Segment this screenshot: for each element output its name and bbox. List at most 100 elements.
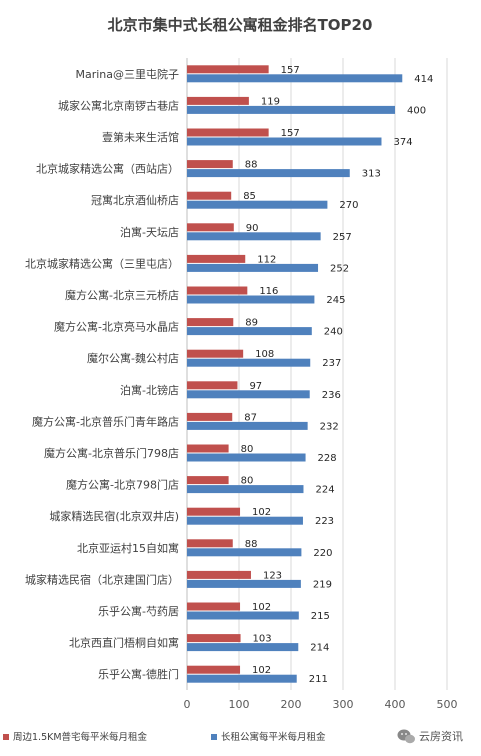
data-label-series-1: 232 [320, 421, 339, 432]
bar-series-1 [187, 105, 395, 114]
bar-series-0 [187, 65, 269, 74]
data-label-series-0: 102 [252, 665, 271, 676]
bar-series-0 [187, 160, 233, 169]
data-label-series-1: 257 [333, 232, 352, 243]
bar-series-1 [187, 74, 403, 83]
bar-series-1 [187, 453, 306, 462]
data-label-series-0: 157 [281, 128, 300, 139]
data-label-series-1: 414 [414, 74, 433, 85]
bar-series-1 [187, 327, 312, 336]
data-label-series-0: 80 [241, 444, 254, 455]
bar-series-1 [187, 421, 308, 430]
legend-label-1: 长租公寓每平米每月租金 [221, 731, 326, 743]
bar-series-1 [187, 579, 301, 588]
category-label: Marina@三里屯院子 [75, 67, 179, 81]
watermark: 云房资讯 [392, 724, 481, 748]
category-label: 魔方公寓-北京普乐门青年路店 [32, 414, 179, 428]
data-label-series-1: 245 [326, 295, 345, 306]
bar-series-0 [187, 286, 248, 295]
bar-series-1 [187, 674, 297, 683]
data-label-series-0: 119 [261, 96, 280, 107]
legend-swatch-1 [211, 734, 217, 740]
bar-series-0 [187, 349, 244, 358]
data-label-series-0: 89 [245, 318, 258, 329]
category-label: 城家精选民宿(北京双井店) [49, 509, 179, 523]
data-label-series-0: 102 [252, 602, 271, 613]
data-label-series-0: 123 [263, 570, 282, 581]
category-label: 城家公寓北京南锣古巷店 [58, 98, 179, 112]
legend-swatch-0 [3, 734, 9, 740]
data-label-series-0: 88 [245, 539, 258, 550]
data-label-series-1: 237 [322, 358, 341, 369]
bar-series-0 [187, 128, 269, 137]
bar-series-0 [187, 634, 241, 643]
bar-series-0 [187, 254, 246, 263]
data-label-series-0: 90 [246, 223, 259, 234]
category-label: 冠寓北京酒仙桥店 [91, 193, 179, 207]
bar-series-0 [187, 381, 238, 390]
category-label: 壹第未来生活馆 [102, 130, 179, 144]
data-label-series-0: 97 [249, 381, 262, 392]
data-label-series-1: 219 [313, 579, 332, 590]
data-label-series-1: 228 [318, 453, 337, 464]
bar-series-1 [187, 169, 350, 178]
x-tick-label: 100 [229, 698, 250, 711]
x-tick-label: 0 [184, 698, 191, 711]
bar-series-0 [187, 476, 229, 485]
data-label-series-1: 400 [407, 105, 426, 116]
x-tick-label: 500 [437, 698, 458, 711]
wechat-icon [397, 729, 415, 744]
bar-series-1 [187, 390, 310, 399]
bar-series-1 [187, 358, 311, 367]
category-label: 魔方公寓-北京三元桥店 [65, 288, 179, 302]
data-label-series-0: 103 [253, 634, 272, 645]
data-label-series-0: 102 [252, 507, 271, 518]
data-label-series-0: 87 [244, 412, 257, 423]
bar-series-1 [187, 263, 319, 272]
bar-series-1 [187, 485, 304, 494]
category-label: 魔尔公寓-魏公村店 [87, 351, 179, 365]
category-label: 北京城家精选公寓（西站店） [36, 162, 179, 176]
bar-series-1 [187, 643, 299, 652]
legend: 周边1.5KM普宅每平米每月租金 长租公寓每平米每月租金 [3, 731, 326, 743]
x-tick-label: 300 [333, 698, 354, 711]
data-label-series-1: 270 [339, 200, 358, 211]
data-label-series-1: 252 [330, 263, 349, 274]
bar-series-0 [187, 223, 234, 232]
data-label-series-1: 214 [310, 643, 329, 654]
category-label: 魔方公寓-北京798门店 [66, 478, 179, 492]
data-label-series-1: 236 [322, 390, 341, 401]
bar-series-1 [187, 200, 328, 209]
data-label-series-0: 88 [245, 160, 258, 171]
bar-series-1 [187, 611, 299, 620]
bar-series-0 [187, 191, 232, 200]
category-label: 乐乎公寓-芍药居 [98, 604, 179, 618]
bar-series-1 [187, 137, 382, 146]
data-label-series-0: 108 [255, 349, 274, 360]
data-label-series-1: 215 [311, 611, 330, 622]
chart-title: 北京市集中式长租公寓租金排名TOP20 [108, 16, 373, 34]
x-axis-ticks: 0 100 200 300 400 500 [184, 698, 458, 711]
category-label: 北京亚运村15自如寓 [77, 541, 179, 555]
category-label: 泊寓-北镑店 [120, 383, 179, 397]
data-label-series-1: 211 [309, 674, 328, 685]
data-label-series-1: 240 [324, 327, 343, 338]
bar-series-0 [187, 507, 241, 516]
category-label: 城家精选民宿（北京建国门店） [25, 572, 179, 586]
category-label: 北京西直门梧桐自如寓 [69, 636, 179, 650]
category-label: 北京城家精选公寓（三里屯店） [25, 256, 179, 270]
bar-series-0 [187, 539, 233, 548]
x-tick-label: 200 [281, 698, 302, 711]
data-label-series-1: 223 [315, 516, 334, 527]
bar-series-0 [187, 96, 249, 105]
bar-series-0 [187, 444, 229, 453]
category-labels: Marina@三里屯院子城家公寓北京南锣古巷店壹第未来生活馆北京城家精选公寓（西… [25, 67, 179, 681]
category-label: 泊寓-天坛店 [120, 225, 179, 239]
data-label-series-0: 116 [259, 286, 278, 297]
data-label-series-0: 157 [281, 65, 300, 76]
data-label-series-1: 220 [313, 548, 332, 559]
bar-series-0 [187, 570, 251, 579]
bar-series-1 [187, 232, 321, 241]
